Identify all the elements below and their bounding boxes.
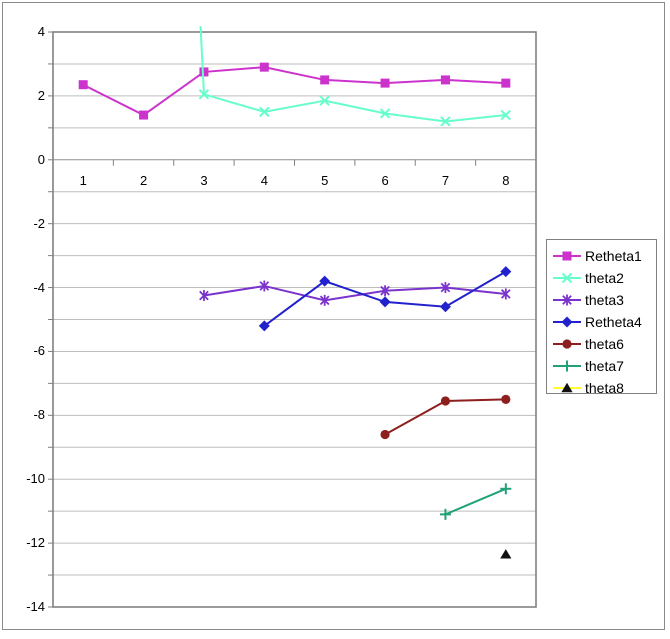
series-point-Retheta1-x2[interactable] xyxy=(139,110,149,120)
series-point-theta3-x4[interactable] xyxy=(259,280,270,292)
legend-marker-Retheta4-icon xyxy=(561,316,573,328)
series-point-Retheta1-x7[interactable] xyxy=(440,75,450,85)
asterisk-marker-icon xyxy=(553,294,581,306)
legend-item-theta7[interactable]: theta7 xyxy=(552,355,654,377)
x-axis-label-5: 5 xyxy=(321,173,329,188)
series-line-theta7[interactable] xyxy=(445,487,507,516)
x-axis-label-3: 3 xyxy=(200,173,208,188)
legend-marker-theta6-icon xyxy=(562,339,572,349)
legend-label-Retheta1: Retheta1 xyxy=(585,248,642,264)
series-point-theta6-x6[interactable] xyxy=(380,429,390,440)
series-point-theta8-x8[interactable] xyxy=(500,549,512,559)
x-axis-label-6: 6 xyxy=(381,173,389,188)
x-axis-label-8: 8 xyxy=(502,173,510,188)
series-point-theta2-x4[interactable] xyxy=(259,106,270,118)
series-theta2 xyxy=(144,0,506,123)
series-line-theta3[interactable] xyxy=(203,284,506,302)
series-point-theta3-x6[interactable] xyxy=(380,285,390,297)
legend-marker-theta8-icon xyxy=(561,382,573,393)
series-point-theta2-x5[interactable] xyxy=(319,95,330,106)
legend-item-theta6[interactable]: theta6 xyxy=(552,333,654,355)
series-point-Retheta1-x8[interactable] xyxy=(501,78,511,88)
legend-label-theta8: theta8 xyxy=(585,380,624,396)
series-point-theta7-x8[interactable] xyxy=(500,483,512,495)
series-point-theta3-x8[interactable] xyxy=(500,288,511,300)
series-point-theta2-x6[interactable] xyxy=(379,108,391,119)
x-marker-icon xyxy=(553,272,581,284)
legend-marker-theta3-icon xyxy=(562,294,572,306)
series-theta7 xyxy=(445,487,507,516)
legend-marker-Retheta1-icon xyxy=(562,251,572,261)
series-point-theta3-x7[interactable] xyxy=(440,282,451,294)
diamond-marker-icon xyxy=(553,316,581,328)
series-point-theta7-x7[interactable] xyxy=(439,508,451,520)
series-point-Retheta1-x1[interactable] xyxy=(78,80,88,90)
y-axis-label--2: -2 xyxy=(33,215,45,231)
legend-item-theta2[interactable]: theta2 xyxy=(552,267,654,289)
x-axis-label-2: 2 xyxy=(139,173,148,188)
series-point-theta2-x8[interactable] xyxy=(500,109,512,121)
series-theta3 xyxy=(203,284,506,302)
series-line-theta2[interactable] xyxy=(144,0,506,123)
legend-label-Retheta4: Retheta4 xyxy=(585,314,642,330)
legend-label-theta6: theta6 xyxy=(585,336,624,352)
y-axis-label-4: 4 xyxy=(37,24,45,39)
series-point-Retheta4-x6[interactable] xyxy=(379,296,391,308)
legend-item-Retheta4[interactable]: Retheta4 xyxy=(552,311,654,333)
legend-item-Retheta1[interactable]: Retheta1 xyxy=(552,245,654,267)
series-point-theta6-x8[interactable] xyxy=(501,394,511,404)
legend-label-theta3: theta3 xyxy=(585,292,624,308)
triangle-marker-icon xyxy=(553,382,581,393)
series-point-Retheta4-x8[interactable] xyxy=(500,266,512,278)
y-axis-label--8: -8 xyxy=(33,407,45,423)
series-point-Retheta1-x4[interactable] xyxy=(259,62,269,72)
series-line-Retheta1[interactable] xyxy=(82,66,506,117)
x-axis-label-7: 7 xyxy=(441,173,450,188)
legend-label-theta7: theta7 xyxy=(585,358,624,374)
y-axis-label-0: 0 xyxy=(37,151,45,167)
y-axis-label--14: -14 xyxy=(26,599,45,614)
series-point-Retheta4-x7[interactable] xyxy=(439,301,451,313)
y-axis-label--6: -6 xyxy=(33,343,45,359)
series-point-theta2-x3[interactable] xyxy=(198,89,210,100)
series-point-theta3-x3[interactable] xyxy=(199,290,209,302)
legend-item-theta3[interactable]: theta3 xyxy=(552,289,654,311)
series-point-Retheta4-x5[interactable] xyxy=(319,275,331,287)
series-point-Retheta4-x4[interactable] xyxy=(258,320,270,332)
square-marker-icon xyxy=(553,251,581,261)
series-point-theta6-x7[interactable] xyxy=(440,396,451,406)
y-axis-label--10: -10 xyxy=(26,471,45,487)
series-point-Retheta1-x6[interactable] xyxy=(380,78,390,88)
y-axis-label--4: -4 xyxy=(33,279,45,295)
legend-marker-theta2-icon xyxy=(561,272,573,284)
x-axis-label-1: 1 xyxy=(79,173,87,188)
series-point-theta2-x7[interactable] xyxy=(440,116,451,127)
legend-marker-theta7-icon xyxy=(561,360,573,372)
legend: Retheta1 theta2 theta3 Retheta4 theta6 theta7… xyxy=(546,239,657,396)
legend-item-theta8[interactable]: theta8 xyxy=(552,377,654,399)
series-point-Retheta1-x5[interactable] xyxy=(320,75,330,85)
y-axis-label-2: 2 xyxy=(37,87,45,103)
series-Retheta1 xyxy=(82,66,506,117)
legend-label-theta2: theta2 xyxy=(585,270,624,286)
series-point-theta3-x5[interactable] xyxy=(319,294,330,306)
circle-marker-icon xyxy=(553,339,581,349)
plus-marker-icon xyxy=(553,360,581,372)
x-axis-label-4: 4 xyxy=(260,173,268,188)
y-axis-label--12: -12 xyxy=(26,535,45,551)
series-point-Retheta1-x3[interactable] xyxy=(199,67,209,77)
